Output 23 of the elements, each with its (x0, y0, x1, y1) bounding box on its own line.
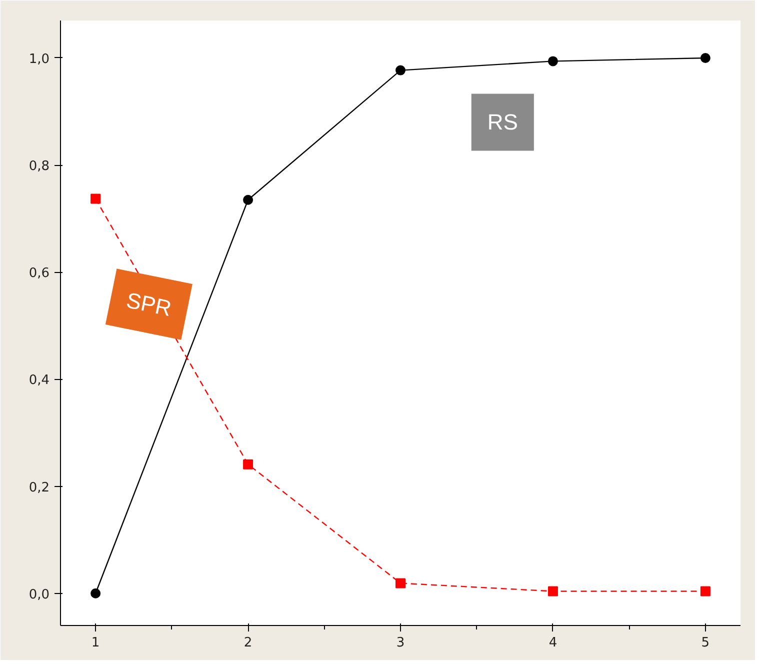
text: SPR (124, 288, 174, 322)
y-tick-label: 1,0 (28, 52, 50, 67)
point (700, 52, 710, 63)
y-tick-label: 0,2 (28, 480, 50, 496)
point (243, 194, 254, 205)
y-tick-label: 0,0 (28, 587, 50, 602)
y-tick-label: 0,6 (28, 266, 50, 282)
y-tick-label: 0,8 (28, 159, 50, 174)
text: RS (487, 110, 518, 135)
x-tick-label: 3 (396, 636, 405, 650)
point (396, 578, 406, 588)
y-tick-label: 0,4 (28, 373, 50, 388)
x-tick-label: 4 (548, 636, 558, 650)
x-tick-label: 2 (244, 636, 252, 650)
point (548, 56, 558, 66)
point (90, 194, 101, 204)
x-tick-label: 1 (91, 636, 100, 650)
point (548, 586, 558, 596)
point (700, 586, 710, 596)
x-tick-label: 5 (701, 636, 710, 650)
point (243, 459, 254, 470)
point (90, 588, 101, 598)
point (396, 65, 406, 76)
